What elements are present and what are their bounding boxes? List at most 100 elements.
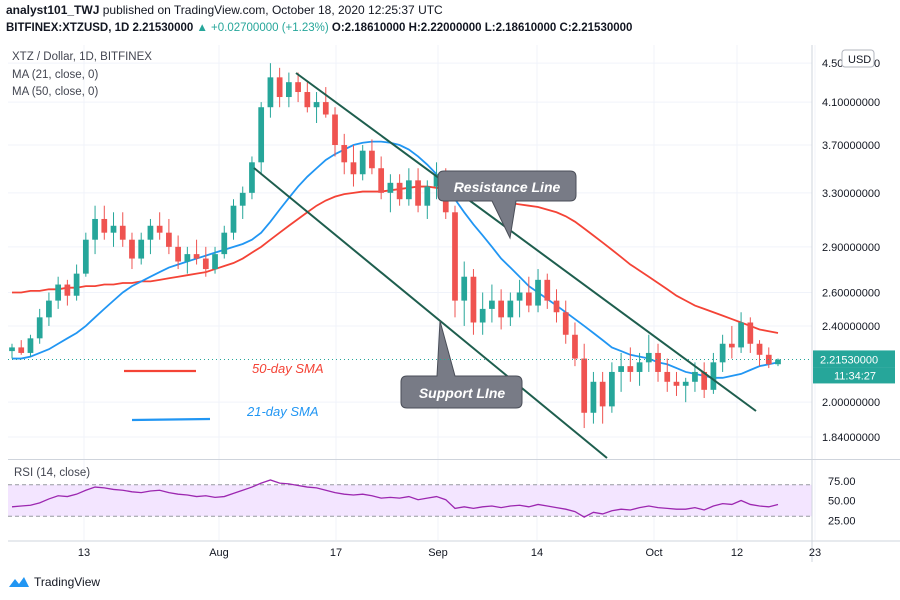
time-tick-label: Oct (645, 547, 662, 559)
resistance-callout (437, 170, 577, 240)
candle (470, 269, 477, 335)
candle (138, 232, 145, 265)
candle (55, 276, 62, 309)
candle-body (424, 186, 431, 206)
rsi-band (8, 484, 812, 517)
candle (590, 371, 597, 424)
candle (202, 246, 209, 277)
candle (415, 168, 421, 213)
price-tag-box (813, 350, 895, 368)
price-grid (8, 45, 816, 540)
candle (553, 289, 560, 323)
candle-body (405, 180, 412, 200)
author-name[interactable]: analyst101_TWJ (6, 3, 100, 17)
candle-body (553, 300, 560, 313)
symbol-line: BITFINEX:XTZUSD, 1D 2.21530000 (6, 22, 194, 34)
candle-body (295, 82, 301, 93)
candle (461, 261, 468, 326)
symbol-legend[interactable]: XTZ / Dollar, 1D, BITFINEX (12, 51, 152, 63)
ohlc-text: O:2.18610000 H:2.22000000 L:2.18610000 C… (331, 22, 633, 34)
countdown-tag-label: 11:34:27 (834, 370, 876, 382)
time-tick-label: Aug (209, 547, 229, 559)
time-tick-label: 23 (809, 547, 821, 559)
candle-body (313, 102, 320, 108)
candle (313, 92, 320, 124)
candle (516, 279, 523, 318)
price-tick-label: 2.60000000 (822, 288, 880, 300)
candle (673, 371, 680, 396)
candle-body (322, 102, 329, 115)
candle-body (378, 168, 385, 193)
currency-badge: USD (841, 49, 875, 68)
candle-body (544, 279, 551, 301)
candle (396, 174, 403, 206)
published-text: published on TradingView.com, October 18… (102, 3, 443, 17)
candle-body (119, 225, 126, 240)
price-tick-label: 2.90000000 (822, 242, 880, 254)
candle (129, 232, 135, 270)
candle-body (350, 162, 357, 175)
candle (728, 325, 735, 359)
candle (775, 358, 781, 367)
candle-body (525, 292, 532, 306)
candle (249, 156, 255, 200)
candle-body (202, 258, 209, 270)
candle-body (664, 371, 671, 382)
candle (166, 218, 172, 255)
candle (507, 292, 514, 326)
candle (581, 343, 588, 429)
candle (525, 276, 532, 313)
candle (286, 72, 292, 108)
candle-body (193, 254, 200, 259)
candle-body (175, 246, 181, 262)
candle-body (452, 212, 458, 301)
candle (682, 377, 689, 403)
candle (221, 225, 228, 259)
tradingview-logo[interactable]: TradingView (8, 575, 100, 589)
candle (572, 322, 578, 367)
candle-body (27, 338, 34, 353)
candle (405, 168, 412, 206)
candle-body (535, 279, 541, 306)
candle-body (775, 359, 781, 365)
candle (350, 145, 357, 187)
candle (369, 139, 375, 175)
ma21-legend[interactable]: MA (21, close, 0) (12, 69, 99, 81)
candle (636, 352, 643, 386)
candle-body (645, 352, 652, 363)
currency-badge-box (841, 49, 875, 68)
candle-body (470, 276, 477, 323)
candle (332, 107, 338, 157)
candle (627, 347, 634, 382)
candle-body (581, 358, 588, 413)
candle-body (258, 107, 265, 163)
candle-body (341, 145, 348, 163)
candle-body (267, 77, 274, 108)
ma50-legend[interactable]: MA (50, close, 0) (12, 86, 99, 98)
candle-body (304, 92, 311, 108)
candle (9, 343, 15, 359)
candle-body (710, 362, 717, 390)
candle-body (498, 300, 504, 318)
candle (276, 67, 283, 108)
candle (258, 102, 265, 175)
candle (230, 199, 237, 240)
annotations: Resistance Line Support LIne 50-day SMA 21-… (124, 170, 577, 422)
candle-body (138, 239, 145, 259)
candle (747, 317, 754, 353)
candle-body (618, 366, 624, 372)
change-text: ▲ +0.02700000 (+1.23%) (196, 22, 329, 34)
candle-body (230, 205, 237, 233)
rsi-tick-label: 50.00 (828, 496, 856, 508)
candle (64, 279, 71, 306)
candle (424, 180, 431, 219)
candle (82, 232, 89, 277)
candle-body (415, 180, 421, 206)
candle-body (55, 284, 62, 301)
candle-body (369, 150, 375, 169)
price-tick-label: 1.84000000 (822, 432, 880, 444)
trendlines (253, 72, 757, 459)
candle (239, 186, 246, 219)
price-tick-label: 2.00000000 (822, 397, 880, 409)
rsi-tick-label: 25.00 (828, 515, 856, 527)
